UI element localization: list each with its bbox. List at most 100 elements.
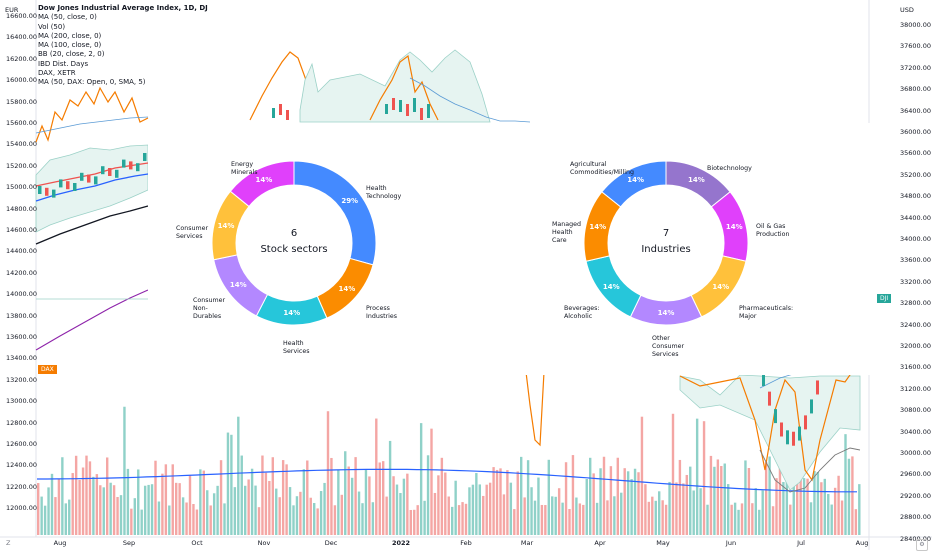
donut-center-count: 7: [662, 228, 670, 239]
left-axis-tick: 14800.00: [6, 204, 38, 213]
right-axis-tick: 31200.00: [900, 384, 932, 393]
left-axis-tick: 14600.00: [6, 226, 38, 234]
slice-percent-label: 14%: [687, 175, 705, 184]
right-axis-tick: 32400.00: [900, 320, 932, 329]
slice-percent-label: 14%: [725, 223, 743, 232]
slice-category-label: Biotechnology: [707, 165, 752, 172]
time-axis-tick: Feb: [460, 539, 472, 547]
slice-percent-label: 14%: [712, 282, 730, 291]
slice-category-label: Agricultural Commodities/Milling: [570, 161, 635, 176]
right-axis-tick: 36400.00: [900, 106, 932, 115]
left-axis-tick: 13000.00: [6, 397, 38, 406]
time-axis-tick: Apr: [594, 539, 606, 547]
indicator-legend: Dow Jones Industrial Average Index, 1D, …: [38, 4, 208, 88]
slice-percent-label: 14%: [217, 222, 235, 231]
donut-center-count: 6: [290, 228, 298, 239]
indicator-item[interactable]: MA (50, close, 0): [38, 13, 97, 22]
right-axis-tick: 38000.00: [900, 21, 932, 29]
slice-percent-label: 14%: [602, 282, 620, 291]
left-axis-tick: 16200.00: [6, 54, 38, 63]
left-axis-tick: 15400.00: [6, 140, 38, 149]
donut-slice[interactable]: [601, 160, 667, 208]
donut-center-title: Stock sectors: [260, 244, 328, 255]
left-axis-tick: 14400.00: [6, 247, 38, 256]
left-axis-tick: 12600.00: [6, 440, 38, 448]
slice-category-label: Managed Health Care: [552, 221, 582, 244]
left-axis-tick: 15800.00: [6, 97, 38, 106]
left-axis-tick: 13200.00: [6, 375, 38, 384]
left-axis-tick: 15200.00: [6, 161, 38, 170]
time-axis-tick: Oct: [191, 539, 203, 547]
right-currency-label: USD: [900, 6, 914, 14]
slice-category-label: Beverages: Alcoholic: [564, 305, 600, 320]
slice-category-label: Energy Minerals: [231, 161, 258, 176]
time-axis-tick: Dec: [324, 539, 338, 547]
donut-slice[interactable]: [229, 160, 295, 208]
right-axis-tick: 31600.00: [900, 363, 932, 372]
time-axis-tick: Jul: [797, 539, 805, 547]
time-axis-tick: Jun: [725, 539, 737, 547]
volume-bars: [37, 406, 861, 535]
donut-center-title: Industries: [641, 244, 691, 255]
slice-percent-label: 14%: [627, 175, 645, 184]
right-axis-tick: 34000.00: [900, 235, 932, 243]
slice-category-label: Consumer Services: [176, 225, 209, 240]
slice-category-label: Pharmaceuticals: Major: [739, 305, 794, 320]
slice-category-label: Consumer Non- Durables: [193, 297, 226, 320]
slice-category-label: Process Industries: [366, 305, 398, 320]
left-axis-tick: 13600.00: [6, 333, 38, 341]
slice-percent-label: 29%: [341, 196, 359, 205]
settings-icon[interactable]: ⚙: [916, 539, 928, 551]
left-axis-tick: 16600.00: [6, 12, 38, 20]
indicator-item[interactable]: BB (20, close, 2, 0): [38, 50, 105, 59]
indicator-item[interactable]: MA (50, DAX: Open, 0, SMA, 5): [38, 78, 146, 87]
sector-overlay: 29% Health Technology 14% Process Industrie…: [148, 123, 870, 375]
left-axis-tick: 12000.00: [6, 504, 38, 513]
slice-percent-label: 14%: [283, 308, 301, 317]
indicator-item[interactable]: IBD Dist. Days: [38, 59, 89, 68]
dji-tag: DJI: [877, 294, 892, 303]
right-axis-tick: 30400.00: [900, 427, 932, 436]
right-axis-tick: 36800.00: [900, 85, 932, 94]
right-axis-tick: 32000.00: [900, 342, 932, 350]
indicator-item[interactable]: DAX, XETR: [38, 69, 76, 78]
left-axis-tick: 12200.00: [6, 482, 38, 491]
slice-category-label: Health Technology: [366, 185, 402, 200]
left-axis-tick: 14000.00: [6, 290, 38, 299]
slice-percent-label: 14%: [229, 281, 247, 290]
indicator-item[interactable]: MA (100, close, 0): [38, 41, 102, 50]
right-axis-tick: 35200.00: [900, 170, 932, 179]
right-axis-tick: 36000.00: [900, 128, 932, 136]
time-axis-tick: Aug: [855, 539, 869, 547]
right-axis-tick: 32800.00: [900, 299, 932, 308]
indicator-item[interactable]: MA (200, close, 0): [38, 31, 102, 40]
time-axis-tick: Nov: [257, 539, 271, 547]
right-axis-tick: 37600.00: [900, 42, 932, 51]
right-axis-tick: 30800.00: [900, 406, 932, 415]
slice-percent-label: 14%: [657, 309, 675, 317]
right-axis-tick: 28400.00: [900, 534, 932, 543]
left-axis-tick: 15000.00: [6, 183, 38, 192]
right-axis-tick: 29600.00: [900, 470, 932, 479]
slice-percent-label: 14%: [338, 284, 356, 293]
slice-percent-label: 14%: [589, 223, 607, 232]
right-axis-tick: 30000.00: [900, 449, 932, 457]
time-axis-tick: 2022: [391, 539, 411, 547]
left-axis-tick: 13400.00: [6, 354, 38, 363]
indicator-item[interactable]: Vol (50): [38, 22, 66, 31]
left-axis-tick: 15600.00: [6, 119, 38, 127]
slice-category-label: Oil & Gas Production: [756, 223, 790, 238]
right-axis-tick: 29200.00: [900, 491, 932, 500]
time-axis-tick: Mar: [520, 539, 534, 547]
right-axis-tick: 34400.00: [900, 213, 932, 222]
left-axis-tick: 16000.00: [6, 76, 38, 85]
slice-category-label: Other Consumer Services: [652, 335, 685, 358]
left-currency-label: EUR: [5, 6, 19, 14]
left-axis-tick: 12800.00: [6, 418, 38, 427]
left-axis-tick: 16400.00: [6, 33, 38, 42]
right-axis-tick: 35600.00: [900, 149, 932, 158]
right-axis-tick: 28800.00: [900, 513, 932, 522]
zoom-button[interactable]: Z: [6, 539, 11, 547]
symbol-title[interactable]: Dow Jones Industrial Average Index, 1D, …: [38, 4, 208, 12]
